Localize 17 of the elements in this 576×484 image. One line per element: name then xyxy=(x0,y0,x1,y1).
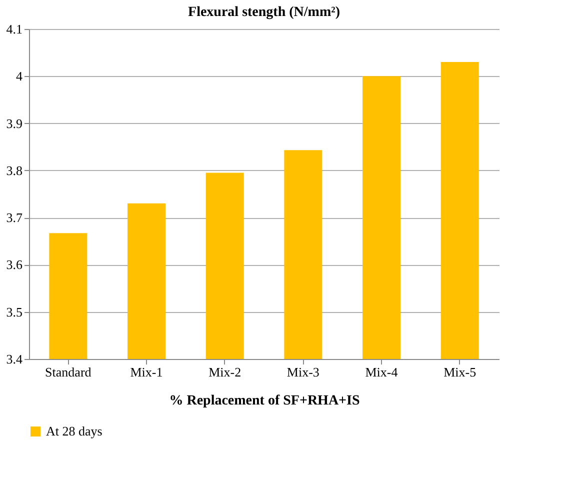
y-tick-label: 3.5 xyxy=(6,304,22,320)
y-tick-label: 3.4 xyxy=(6,352,23,366)
legend-label: At 28 days xyxy=(46,424,102,438)
y-tick-label: 3.7 xyxy=(6,210,23,226)
x-tick-label: Mix-3 xyxy=(286,364,320,380)
y-tick-label: 3.6 xyxy=(6,257,23,272)
x-tick-label: Mix-5 xyxy=(444,364,476,380)
x-tick-label: Standard xyxy=(45,364,92,380)
y-tick-label: 4.1 xyxy=(6,22,22,36)
chart-title: Flexural stength (N/mm²) xyxy=(188,5,340,20)
x-tick-label: Mix-4 xyxy=(365,364,398,380)
x-tick-label: Mix-1 xyxy=(130,364,163,380)
x-axis-title: % Replacement of SF+RHA+IS xyxy=(169,394,360,408)
y-tick-label: 4 xyxy=(16,68,23,84)
y-tick-label: 3.8 xyxy=(6,162,22,178)
y-tick-label: 3.9 xyxy=(6,116,22,131)
x-tick-label: Mix-2 xyxy=(208,364,242,380)
